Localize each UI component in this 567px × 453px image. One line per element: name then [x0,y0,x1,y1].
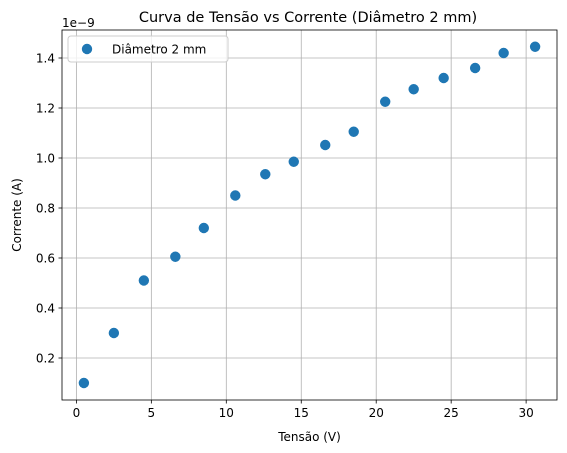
data-points [78,41,541,389]
x-tick-label: 20 [369,406,384,420]
y-axis-label: Corrente (A) [10,178,24,252]
data-point [498,47,509,59]
x-tick-label: 15 [294,406,309,420]
y-tick-label: 1.4 [36,51,55,65]
legend: Diâmetro 2 mm [67,35,229,63]
data-point [408,84,419,95]
data-point [288,156,299,167]
grid [62,30,557,400]
legend-box [67,35,229,63]
x-tick-label: 0 [73,406,81,420]
data-point [108,327,120,339]
y-axis-offset-text: 1e−9 [62,16,95,30]
data-point [380,96,391,107]
data-point [230,190,241,201]
data-point [320,139,331,151]
y-tick-label: 0.8 [36,201,55,215]
axis-ticks: 0 5 10 15 20 25 30 0.2 0.4 0.6 0.8 1.0 1.2 1.4 [36,51,534,420]
x-tick-label: 10 [219,406,234,420]
data-point [170,251,181,262]
y-tick-label: 1.2 [36,101,55,115]
data-point [438,72,449,84]
plot-area-frame [61,29,558,401]
data-point [78,377,90,389]
x-tick-label: 30 [518,406,533,420]
y-tick-label: 0.4 [36,301,55,315]
y-tick-label: 0.6 [36,251,55,265]
x-tick-label: 5 [148,406,156,420]
data-point [198,222,210,234]
legend-label: Diâmetro 2 mm [112,43,206,57]
y-tick-label: 1.0 [36,151,55,165]
data-point [138,275,150,286]
data-point [260,169,271,180]
chart-title: Curva de Tensão vs Corrente (Diâmetro 2 … [139,10,477,26]
x-tick-label: 25 [444,406,459,420]
legend-marker [81,43,93,55]
data-point [529,41,541,52]
x-axis-label: Tensão (V) [277,430,341,444]
data-point [348,126,359,137]
data-point [469,62,481,74]
y-tick-label: 0.2 [36,351,55,365]
